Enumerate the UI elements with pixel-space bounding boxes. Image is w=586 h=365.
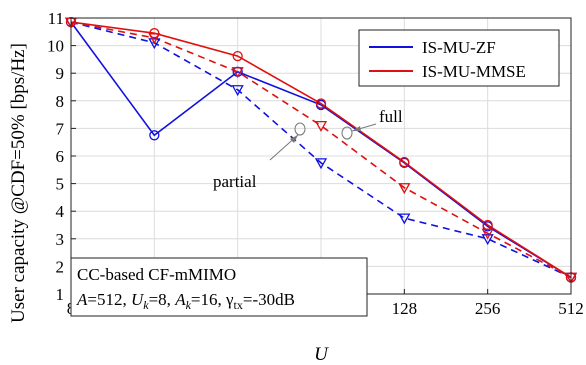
y-tick-labels: 1 2 3 4 5 6 7 8 9 10 11: [47, 9, 65, 304]
legend: IS-MU-ZF IS-MU-MMSE: [358, 29, 560, 87]
y-tick-label: 3: [56, 230, 65, 249]
data-point-is-mu-mmse-full: [232, 50, 243, 62]
annotation-full-ellipse: [341, 126, 353, 140]
y-tick-label: 10: [47, 37, 64, 56]
y-tick-label: 4: [56, 202, 65, 221]
data-point-is-mu-mmse-partial: [481, 228, 494, 240]
data-point-is-mu-zf-partial: [314, 158, 328, 170]
y-axis-title: User capacity @CDF=50% [bps/Hz]: [8, 43, 29, 323]
annotation-full: full: [341, 107, 403, 140]
series-line-is-mu-mmse-full: [70, 21, 572, 279]
data-point-is-mu-zf-partial: [398, 213, 411, 225]
info-box-frame: [70, 257, 368, 317]
info-box: CC-based CF-mMIMO A=512, Uk=8, Ak=16, γt…: [70, 257, 368, 317]
annotation-partial-arrowhead: [290, 135, 298, 143]
data-point-is-mu-mmse-full: [315, 98, 327, 109]
data-point-is-mu-zf-partial: [148, 38, 161, 50]
data-point-is-mu-mmse-partial: [398, 183, 411, 195]
y-tick-label: 6: [56, 147, 65, 166]
legend-box: [358, 29, 560, 87]
data-point-is-mu-zf-partial: [481, 234, 494, 246]
data-point-is-mu-mmse-partial: [314, 120, 328, 132]
x-axis-title: U: [314, 344, 329, 365]
x-tick-label: 128: [392, 299, 418, 318]
annotation-partial: partial: [213, 122, 306, 191]
annotation-full-arrowhead: [352, 126, 361, 131]
y-tick-label: 7: [56, 119, 65, 138]
legend-label-mmse: IS-MU-MMSE: [422, 62, 526, 81]
data-point-is-mu-mmse-partial: [231, 67, 244, 79]
data-point-is-mu-zf-full: [149, 130, 160, 141]
annotation-partial-label: partial: [213, 172, 257, 191]
data-point-is-mu-mmse-full: [399, 156, 410, 168]
y-tick-label: 1: [56, 285, 65, 304]
info-box-line2: A=512, Uk=8, Ak=16, γtx=-30dB: [76, 290, 295, 312]
data-point-is-mu-mmse-full: [149, 28, 160, 39]
y-tick-label: 8: [56, 92, 65, 111]
data-point-is-mu-zf-partial: [231, 85, 244, 97]
data-point-is-mu-mmse-partial: [148, 33, 161, 45]
legend-label-zf: IS-MU-ZF: [422, 38, 496, 57]
info-box-line1: CC-based CF-mMIMO: [77, 265, 236, 284]
y-tick-label: 9: [56, 64, 65, 83]
series-line-is-mu-zf-full: [70, 21, 572, 279]
y-tick-label: 11: [48, 9, 64, 28]
annotation-partial-ellipse: [294, 122, 306, 136]
x-tick-label: 512: [558, 299, 584, 318]
annotation-full-label: full: [379, 107, 403, 126]
x-tick-label: 256: [475, 299, 501, 318]
y-tick-label: 2: [56, 257, 65, 276]
y-tick-label: 5: [56, 175, 65, 194]
